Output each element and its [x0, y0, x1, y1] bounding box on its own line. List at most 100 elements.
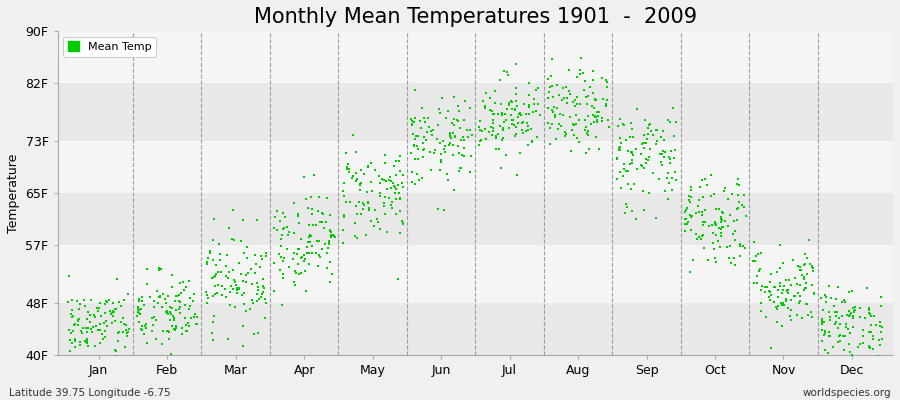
Point — [395, 172, 410, 178]
Point — [108, 348, 122, 354]
Point — [183, 295, 197, 301]
Point — [421, 115, 436, 122]
Point — [249, 298, 264, 304]
Point — [714, 229, 728, 236]
Point — [290, 251, 304, 257]
Point — [845, 352, 859, 358]
Point — [507, 121, 521, 128]
Point — [393, 194, 408, 201]
Point — [684, 194, 698, 200]
Point — [516, 119, 530, 125]
Point — [655, 150, 670, 157]
Point — [616, 166, 631, 172]
Point — [701, 223, 716, 230]
Point — [302, 260, 316, 267]
Point — [770, 287, 785, 294]
Point — [107, 309, 122, 315]
Point — [805, 282, 819, 288]
Point — [844, 288, 859, 294]
Point — [653, 151, 668, 158]
Point — [130, 303, 145, 310]
Point — [114, 319, 129, 325]
Point — [72, 316, 86, 322]
Point — [275, 275, 290, 281]
Point — [637, 140, 652, 146]
Point — [93, 327, 107, 334]
Point — [239, 308, 254, 314]
Point — [132, 311, 147, 317]
Point — [509, 61, 524, 68]
Point — [368, 167, 382, 173]
Point — [734, 202, 749, 208]
Point — [377, 194, 392, 200]
Point — [392, 190, 406, 196]
Point — [778, 296, 793, 302]
Point — [410, 156, 425, 162]
Point — [282, 264, 296, 270]
Point — [613, 147, 627, 154]
Point — [778, 298, 793, 304]
Point — [294, 270, 309, 276]
Point — [185, 298, 200, 304]
Point — [323, 212, 338, 218]
Point — [624, 186, 638, 192]
Point — [241, 270, 256, 276]
Point — [151, 300, 166, 306]
Point — [441, 107, 455, 114]
Point — [63, 348, 77, 354]
Point — [428, 150, 442, 156]
Point — [570, 94, 584, 100]
Point — [695, 233, 709, 240]
Point — [437, 149, 452, 156]
Point — [388, 184, 402, 190]
Point — [776, 300, 790, 306]
Point — [304, 206, 319, 212]
Point — [349, 203, 364, 209]
Point — [795, 272, 809, 278]
Point — [61, 298, 76, 305]
Point — [707, 190, 722, 197]
Point — [374, 180, 388, 186]
Point — [173, 280, 187, 286]
Point — [322, 259, 337, 266]
Point — [337, 180, 351, 186]
Point — [521, 104, 535, 110]
Point — [223, 302, 238, 308]
Point — [508, 91, 523, 97]
Point — [850, 368, 864, 374]
Point — [211, 282, 225, 288]
Point — [246, 281, 260, 288]
Point — [324, 231, 338, 238]
Point — [806, 268, 820, 275]
Point — [844, 310, 859, 316]
Point — [377, 152, 392, 159]
Point — [322, 241, 337, 248]
Point — [105, 300, 120, 306]
Point — [836, 347, 850, 354]
Point — [411, 145, 426, 152]
Point — [89, 322, 104, 329]
Point — [555, 97, 570, 103]
Point — [545, 83, 560, 89]
Point — [683, 269, 698, 275]
Point — [850, 344, 865, 350]
Point — [582, 146, 597, 152]
Point — [839, 324, 853, 331]
Point — [395, 180, 410, 186]
Point — [302, 239, 317, 245]
Point — [706, 240, 720, 246]
Point — [275, 271, 290, 278]
Point — [874, 329, 888, 335]
Point — [775, 302, 789, 308]
Point — [378, 211, 392, 217]
Point — [505, 106, 519, 112]
Point — [249, 280, 264, 286]
Point — [518, 128, 533, 135]
Point — [568, 103, 582, 109]
Point — [437, 143, 452, 149]
Point — [649, 141, 663, 148]
Point — [525, 139, 539, 145]
Point — [199, 300, 213, 306]
Point — [380, 228, 394, 235]
Point — [861, 344, 876, 350]
